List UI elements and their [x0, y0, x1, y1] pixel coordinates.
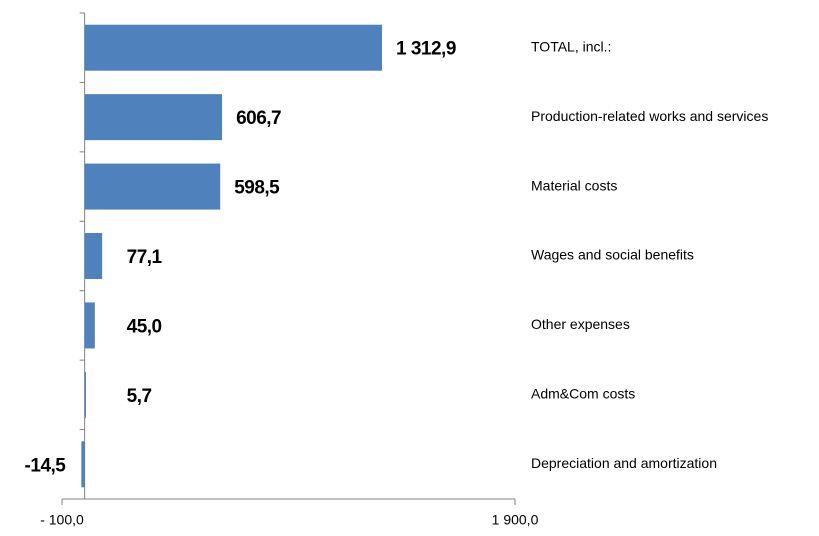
bar — [84, 24, 383, 71]
bar — [84, 94, 223, 141]
category-label: Depreciation and amortization — [531, 455, 717, 471]
value-label: 77,1 — [127, 247, 163, 268]
value-label: 45,0 — [127, 316, 162, 337]
x-tick-label: - 100,0 — [40, 512, 84, 528]
value-label: 606,7 — [236, 108, 281, 129]
bar — [84, 371, 86, 418]
category-label: Material costs — [531, 177, 617, 193]
value-label: 1 312,9 — [396, 39, 456, 60]
bar — [84, 163, 221, 210]
value-label: -14,5 — [25, 455, 67, 476]
bar — [84, 302, 95, 349]
category-label: TOTAL, incl.: — [531, 38, 611, 54]
category-label: Wages and social benefits — [531, 247, 694, 263]
bar — [81, 441, 85, 488]
value-label: 598,5 — [234, 178, 280, 199]
value-label: 5,7 — [127, 386, 152, 407]
bar — [84, 233, 103, 279]
category-label: Adm&Com costs — [531, 386, 635, 402]
category-label: Production-related works and services — [531, 108, 768, 124]
category-label: Other expenses — [531, 316, 630, 332]
x-tick-label: 1 900,0 — [492, 512, 539, 528]
